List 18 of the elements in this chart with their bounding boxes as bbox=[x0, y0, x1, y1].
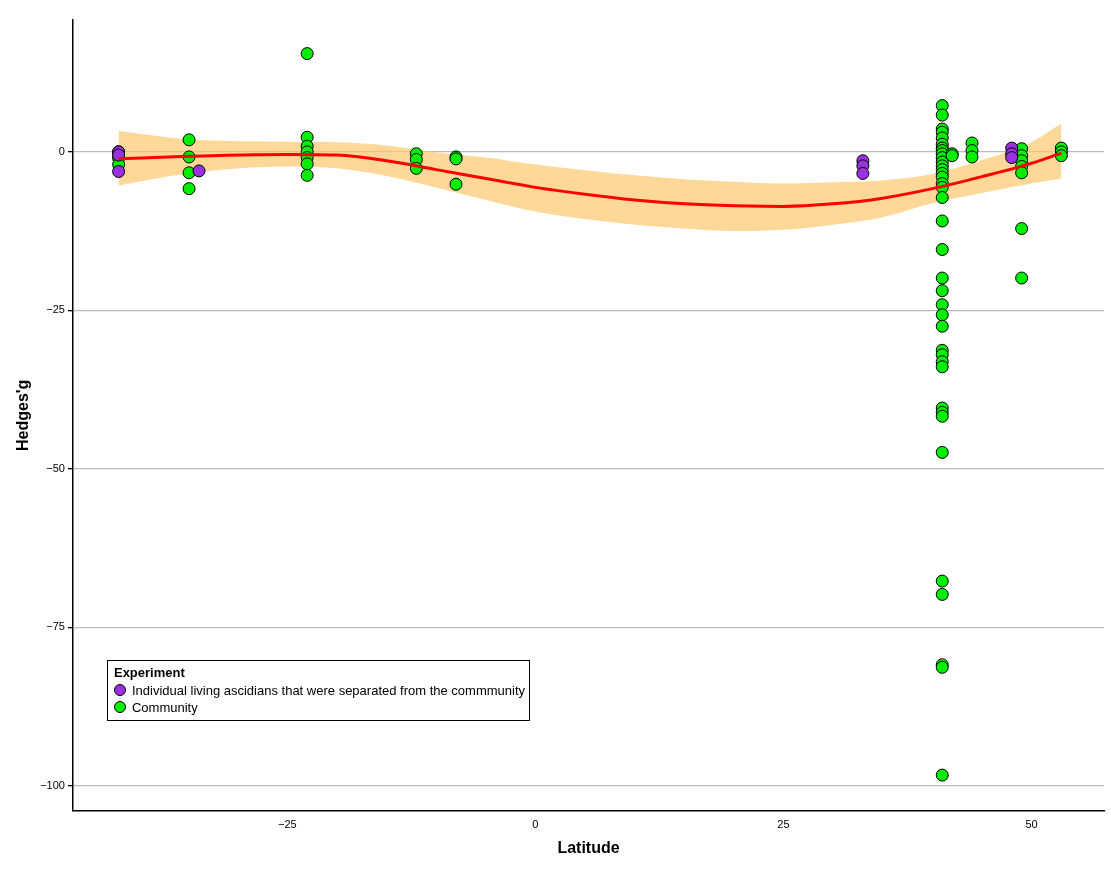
legend-label: Community bbox=[131, 699, 198, 715]
legend-label: Individual living ascidians that were separated from the commmunity bbox=[131, 682, 526, 698]
point bbox=[1005, 151, 1019, 165]
point bbox=[112, 165, 126, 179]
point bbox=[856, 166, 870, 180]
y-tick-label: −100 bbox=[40, 778, 65, 791]
legend-title: Experiment bbox=[113, 664, 186, 680]
y-tick-label: −75 bbox=[46, 620, 65, 633]
y-axis-title: Hedges'g bbox=[14, 379, 32, 451]
y-tick-label: −25 bbox=[46, 303, 65, 316]
x-tick-label: 25 bbox=[777, 818, 790, 831]
y-tick-label: 0 bbox=[58, 144, 65, 157]
x-tick-label: −25 bbox=[277, 818, 297, 831]
x-tick-label: 50 bbox=[1025, 818, 1038, 831]
x-axis-title: Latitude bbox=[557, 838, 620, 856]
x-tick-label: 0 bbox=[532, 818, 539, 831]
point bbox=[192, 164, 206, 178]
y-tick-label: −50 bbox=[46, 461, 65, 474]
